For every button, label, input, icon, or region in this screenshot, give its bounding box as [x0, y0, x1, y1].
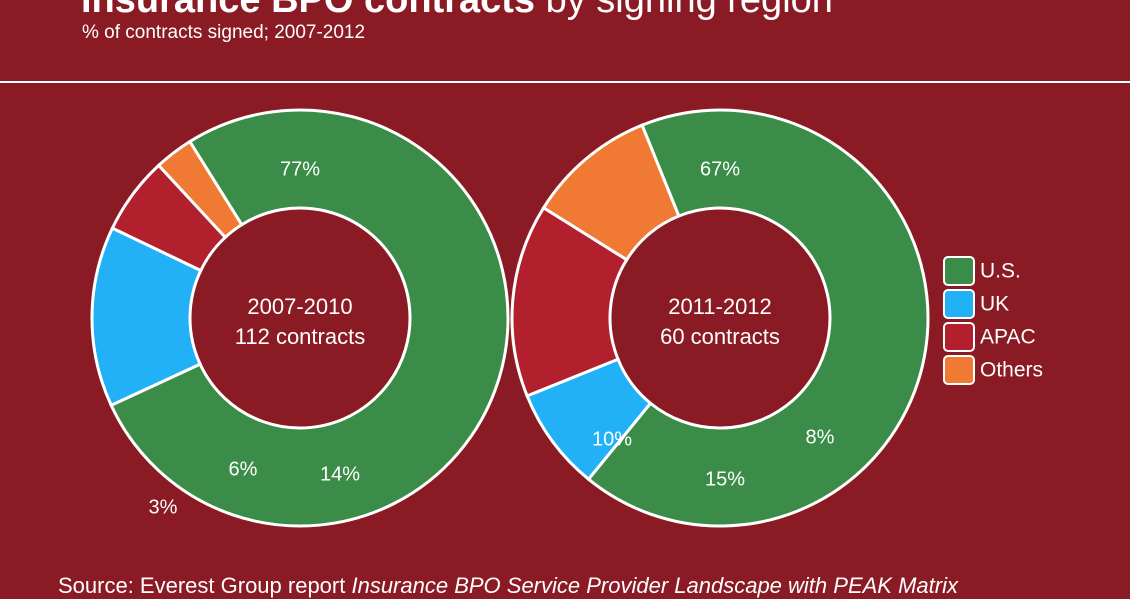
donut-1-label-apac: 6%: [229, 458, 258, 480]
donut-1-label-others: 3%: [149, 496, 178, 518]
donut-2-label-uk: 8%: [806, 426, 835, 448]
donut-2-slice-others: [541, 123, 681, 262]
donut-1-slice-us: [109, 108, 510, 528]
legend-swatch-others: [943, 355, 975, 385]
chart-title: Insurance BPO contracts by signing regio…: [81, 0, 833, 22]
chart-title-bold: Insurance BPO contracts: [81, 0, 536, 21]
donut-1-label-us: 77%: [280, 158, 320, 180]
source-note: Source: Everest Group report Insurance B…: [58, 573, 958, 599]
chart-title-rest: by signing region: [535, 0, 833, 21]
source-report-title: Insurance BPO Service Provider Landscape…: [351, 573, 958, 598]
donut-2-center-label-1: 2011-2012: [668, 294, 772, 319]
source-prefix: Source: Everest Group report: [58, 573, 352, 598]
legend-label-apac: APAC: [980, 326, 1036, 349]
legend-label-others: Others: [980, 359, 1043, 382]
donut-2-center-label-2: 60 contracts: [660, 324, 780, 349]
donut-1-label-uk: 14%: [320, 463, 360, 485]
legend-label-uk: UK: [980, 293, 1009, 316]
donut-2-slice-us: [586, 108, 930, 528]
donut-2-slice-apac: [510, 205, 629, 398]
donut-1-center-label-2: 112 contracts: [235, 324, 365, 349]
donut-1-center-label-1: 2007-2010: [247, 294, 352, 319]
donut-2-label-us: 67%: [700, 158, 740, 180]
chart-subtitle: % of contracts signed; 2007-2012: [82, 22, 366, 43]
donut-2-label-apac: 15%: [705, 468, 745, 490]
legend-swatch-apac: [943, 322, 975, 352]
donut-1-slice-others: [156, 139, 244, 240]
legend-swatch-uk: [943, 289, 975, 319]
header-divider: [0, 81, 1130, 83]
legend-label-us: U.S.: [980, 260, 1021, 283]
donut-2-label-others: 10%: [592, 428, 632, 450]
legend-swatch-us: [943, 256, 975, 286]
